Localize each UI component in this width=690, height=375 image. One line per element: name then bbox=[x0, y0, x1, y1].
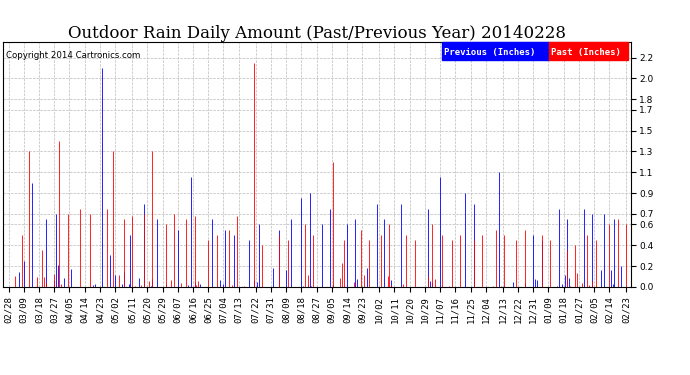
Text: Past (Inches): Past (Inches) bbox=[551, 48, 621, 57]
Text: Copyright 2014 Cartronics.com: Copyright 2014 Cartronics.com bbox=[6, 51, 140, 60]
Title: Outdoor Rain Daily Amount (Past/Previous Year) 20140228: Outdoor Rain Daily Amount (Past/Previous… bbox=[68, 25, 566, 42]
Text: Previous (Inches): Previous (Inches) bbox=[444, 48, 535, 57]
